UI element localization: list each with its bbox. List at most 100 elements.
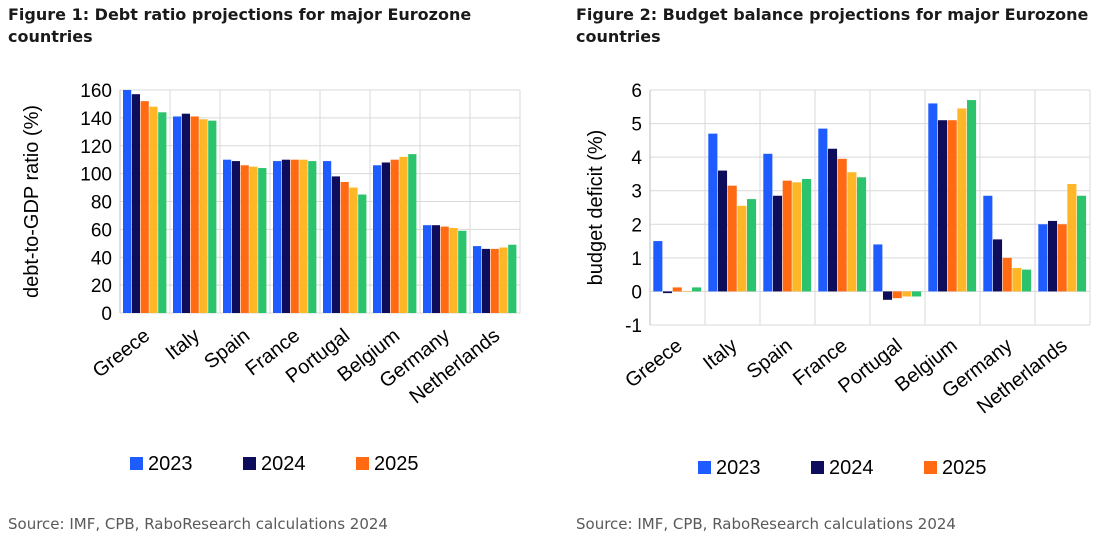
- bar: [123, 90, 132, 313]
- bar: [423, 225, 432, 313]
- y-tick-label: 5: [631, 115, 642, 136]
- bar: [273, 161, 282, 313]
- bar: [653, 241, 663, 292]
- bar: [358, 194, 367, 313]
- bar: [399, 156, 408, 313]
- legend-label: 2025: [374, 453, 419, 475]
- figure-title: Figure 2: Budget balance projections for…: [576, 5, 1089, 46]
- bar: [431, 225, 440, 313]
- bar: [340, 181, 349, 313]
- bar: [390, 159, 399, 313]
- bar: [967, 100, 977, 292]
- y-tick-label: 80: [91, 193, 112, 214]
- y-tick-label: 100: [80, 165, 112, 186]
- figure-title: Figure 1: Debt ratio projections for maj…: [8, 5, 472, 46]
- y-tick-label: 2: [631, 215, 642, 236]
- y-axis-title: debt-to-GDP ratio (%): [21, 105, 43, 298]
- bar: [672, 287, 682, 292]
- bar: [717, 170, 728, 292]
- y-axis-title: budget deficit (%): [585, 130, 607, 286]
- bar: [912, 291, 922, 297]
- bar: [957, 108, 967, 292]
- bar: [199, 119, 208, 313]
- bar: [158, 112, 167, 313]
- bar: [249, 166, 258, 313]
- bar: [747, 199, 757, 292]
- y-tick-label: 0: [101, 304, 112, 325]
- x-tick-label: Greece: [621, 335, 686, 393]
- y-tick-label: 160: [80, 81, 112, 102]
- x-tick-label: Italy: [162, 325, 204, 365]
- bar: [1038, 224, 1048, 292]
- bar: [1002, 257, 1012, 292]
- bar: [349, 187, 358, 313]
- bar: [508, 244, 517, 313]
- y-tick-label: 120: [80, 137, 112, 158]
- figure-source: Source: IMF, CPB, RaboResearch calculati…: [576, 515, 956, 533]
- bar: [792, 182, 802, 292]
- legend-swatch: [811, 461, 824, 474]
- bar: [802, 178, 812, 292]
- bar: [763, 153, 773, 292]
- bar: [992, 239, 1003, 292]
- bar: [1047, 220, 1058, 292]
- legend-swatch: [243, 457, 256, 470]
- legend-label: 2024: [829, 457, 874, 479]
- bar: [692, 287, 702, 292]
- y-tick-label: 3: [631, 182, 642, 203]
- bar: [847, 172, 857, 292]
- bar: [827, 148, 838, 292]
- bar: [737, 205, 747, 292]
- bar: [481, 248, 490, 313]
- y-tick-label: 60: [91, 220, 112, 241]
- legend-label: 2023: [148, 453, 193, 475]
- legend-swatch: [698, 461, 711, 474]
- bar: [857, 177, 867, 292]
- bar: [983, 195, 993, 292]
- bar: [772, 195, 783, 292]
- debt-ratio-figure: Figure 1: Debt ratio projections for maj…: [8, 5, 521, 533]
- y-tick-label: 40: [91, 248, 112, 269]
- bar: [782, 180, 792, 292]
- bar: [837, 158, 847, 292]
- y-tick-label: 6: [631, 81, 642, 102]
- budget-balance-figure: Figure 2: Budget balance projections for…: [568, 0, 1100, 538]
- bar: [449, 227, 458, 313]
- bar: [682, 291, 692, 292]
- figure-source: Source: IMF, CPB, RaboResearch calculati…: [8, 515, 388, 533]
- bar: [223, 159, 232, 313]
- bar: [458, 230, 467, 313]
- y-tick-label: 140: [80, 109, 112, 130]
- legend-label: 2023: [716, 457, 761, 479]
- bar: [708, 133, 718, 292]
- bar: [331, 176, 340, 313]
- bar: [173, 116, 182, 313]
- bar: [892, 291, 902, 299]
- bar: [290, 159, 299, 313]
- legend-swatch: [356, 457, 369, 470]
- bar: [882, 291, 893, 300]
- y-tick-label: 0: [631, 282, 642, 303]
- bar: [149, 106, 158, 313]
- bar: [937, 120, 948, 292]
- bar: [440, 226, 449, 313]
- bar: [181, 113, 190, 313]
- bar: [131, 94, 140, 314]
- bar: [140, 101, 149, 314]
- x-tick-label: Italy: [699, 335, 741, 375]
- bar: [662, 291, 673, 294]
- x-tick-label: Greece: [89, 325, 154, 383]
- bar: [208, 120, 217, 313]
- bar: [473, 246, 482, 313]
- bar: [231, 161, 240, 313]
- bar: [323, 161, 332, 313]
- bar: [258, 168, 267, 313]
- bar: [1057, 224, 1067, 292]
- bar: [727, 185, 737, 292]
- bar: [1012, 267, 1022, 292]
- bar: [928, 103, 938, 292]
- y-tick-label: -1: [625, 316, 642, 337]
- bar: [308, 161, 317, 313]
- bar: [490, 248, 499, 313]
